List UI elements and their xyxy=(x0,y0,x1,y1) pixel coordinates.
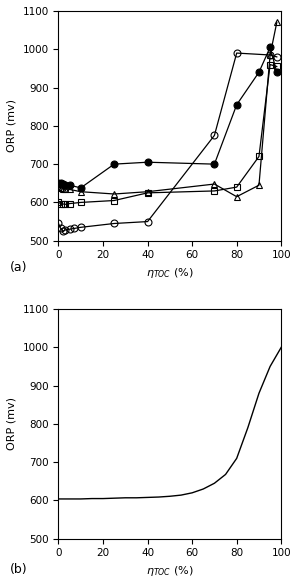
Text: (b): (b) xyxy=(10,563,27,576)
X-axis label: $\eta_{TOC}$ (%): $\eta_{TOC}$ (%) xyxy=(146,564,194,578)
Y-axis label: ORP (mv): ORP (mv) xyxy=(7,397,17,450)
X-axis label: $\eta_{TOC}$ (%): $\eta_{TOC}$ (%) xyxy=(146,266,194,280)
Text: (a): (a) xyxy=(10,260,27,274)
Y-axis label: ORP (mv): ORP (mv) xyxy=(7,99,17,152)
